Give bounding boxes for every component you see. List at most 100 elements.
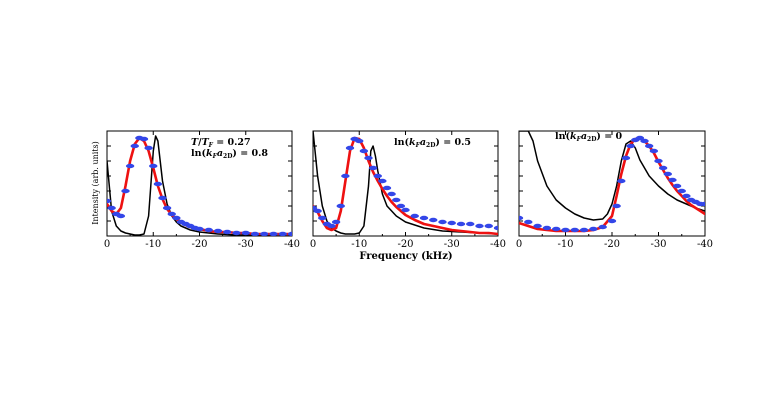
data-point — [153, 181, 163, 187]
x-tick-label: -10 — [145, 239, 161, 250]
panel-a-marks — [107, 135, 292, 236]
data-point — [213, 228, 223, 234]
panel-c-annotation-1: ln(kFa2D) = 0 — [555, 131, 622, 143]
x-tick-label: -20 — [397, 239, 413, 250]
data-point — [336, 203, 345, 209]
data-point — [149, 163, 158, 169]
data-point — [672, 183, 682, 189]
data-point — [162, 205, 172, 211]
data-point — [475, 223, 484, 229]
data-point — [107, 205, 116, 211]
data-point — [130, 143, 139, 149]
data-point — [700, 201, 705, 207]
data-point — [524, 219, 533, 225]
data-point — [466, 221, 475, 227]
x-tick-label: 0 — [516, 239, 522, 250]
data-point — [649, 148, 659, 154]
data-point — [368, 165, 378, 171]
data-point — [125, 163, 135, 169]
data-point — [318, 215, 327, 221]
x-tick-label: -40 — [490, 239, 506, 250]
data-point — [269, 231, 278, 236]
data-point — [345, 145, 355, 151]
data-point — [341, 173, 350, 179]
x-tick-label: -20 — [604, 239, 620, 250]
data-point — [589, 226, 598, 232]
data-point — [682, 193, 691, 199]
data-point — [139, 136, 149, 142]
data-point — [484, 223, 493, 229]
panel-a-annotation-2: ln(kFa2D) = 0.8 — [191, 148, 268, 160]
x-tick-label: -10 — [557, 239, 573, 250]
data-point — [204, 227, 213, 233]
data-point — [456, 221, 466, 227]
data-point — [640, 138, 649, 144]
data-point — [327, 223, 336, 229]
data-point — [223, 229, 232, 235]
data-point — [387, 191, 396, 197]
data-point — [250, 231, 260, 236]
panel-b-annotation-1: ln(kFa2D) = 0.5 — [394, 137, 471, 149]
data-point — [519, 215, 524, 221]
x-axis-title: Frequency (kHz) — [359, 251, 452, 262]
panel-c-ticks: 0 -10 -20 -30 -40 — [516, 131, 713, 250]
data-point — [116, 213, 126, 219]
data-point — [438, 219, 447, 225]
data-point — [429, 217, 438, 223]
data-point — [172, 215, 181, 221]
data-point — [158, 195, 167, 201]
data-point — [382, 185, 392, 191]
data-point — [396, 203, 406, 209]
data-point — [410, 213, 419, 219]
data-point — [144, 145, 153, 151]
panel-b: 0 -10 -20 -30 -40 ln(kFa2D) = 0.5 — [310, 130, 506, 250]
data-point — [121, 188, 130, 194]
data-point — [663, 171, 672, 177]
panel-c-marks — [519, 131, 705, 233]
data-point — [626, 143, 635, 149]
data-point — [401, 207, 410, 213]
data-point — [570, 227, 579, 233]
data-point — [287, 231, 292, 236]
x-tick-label: 0 — [310, 239, 316, 250]
data-point — [392, 197, 401, 203]
data-point — [493, 225, 498, 231]
data-point — [533, 223, 542, 229]
theory-line — [107, 135, 292, 236]
panel-a: 0 -10 -20 -30 -40 T/TF = 0.27 ln(kFa2D) = 0.… — [104, 130, 300, 250]
fit-line — [313, 136, 498, 236]
x-tick-label: -10 — [351, 239, 367, 250]
data-point — [542, 225, 552, 231]
data-point — [654, 158, 663, 164]
x-tick-label: -30 — [650, 239, 666, 250]
data-point — [373, 173, 382, 179]
data-point — [355, 138, 364, 144]
x-tick-label: -40 — [697, 239, 713, 250]
data-point — [260, 231, 269, 236]
data-point — [617, 178, 626, 184]
x-tick-label: -40 — [284, 239, 300, 250]
data-point — [621, 155, 631, 161]
data-point — [419, 215, 429, 221]
data-point — [447, 220, 456, 226]
data-point — [331, 219, 341, 225]
data-point — [645, 143, 654, 149]
data-point — [677, 188, 686, 194]
panel-c: 0 -10 -20 -30 -40 ln(kFa2D) = 0 — [516, 130, 713, 250]
data-point — [195, 226, 204, 232]
data-point — [579, 227, 589, 233]
data-point — [561, 227, 570, 233]
data-point — [241, 230, 250, 236]
data-point — [668, 177, 677, 183]
x-tick-label: -20 — [191, 239, 207, 250]
x-tick-label: 0 — [104, 239, 110, 250]
panel-b-marks — [313, 131, 498, 236]
x-tick-label: -30 — [444, 239, 460, 250]
data-point — [313, 208, 322, 214]
data-point — [359, 148, 369, 154]
data-point — [107, 198, 112, 204]
data-point — [612, 203, 621, 209]
data-point — [607, 218, 617, 224]
data-point — [378, 178, 387, 184]
